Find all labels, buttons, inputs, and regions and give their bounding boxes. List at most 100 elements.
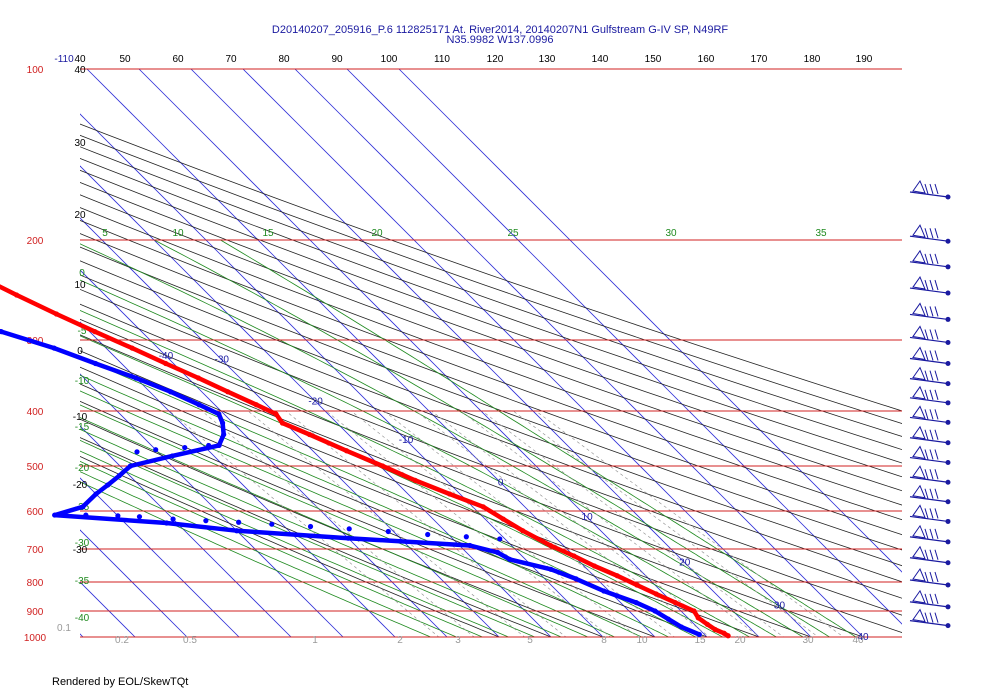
wind-barb-pennant [912,608,926,623]
wind-barb-pennant [912,302,926,317]
dewpoint-scatter-point [385,528,391,535]
wind-barb-station [945,381,951,387]
wind-barb-station [945,264,951,270]
dewpoint-scatter-point [307,523,314,530]
temperature-point [695,615,701,621]
wind-barb-staff [909,397,949,404]
mixing-ratio-label: 0.2 [115,635,129,646]
dewpoint-scatter-point [153,447,159,453]
top-axis-label: 150 [645,54,662,65]
mixing-ratio-line [512,410,819,637]
wind-barb-staff [909,235,949,242]
temperature-point [343,448,350,454]
wind-barb-station [945,419,951,425]
wind-barb-feather [924,508,929,519]
dewpoint-point [52,512,58,518]
wind-barb [909,425,951,446]
wind-barb-staff [909,378,949,385]
dewpoint-point [196,402,202,408]
wind-barb-feather [924,429,929,440]
temperature-point [712,626,718,633]
temperature-point [163,360,169,367]
theta-left-label: -30 [73,545,88,556]
top-axis-label: 180 [804,54,821,65]
pressure-label: 100 [27,65,44,76]
wind-barb-pennant [912,405,926,420]
temperature-point [129,345,135,351]
mixing-ratio-line [169,410,440,637]
theta-e-left-label: -30 [75,538,90,549]
wind-barb [909,385,951,406]
dry-adiabat-line [80,350,813,637]
dewpoint-scatter-point [203,518,209,524]
temperature-point [446,491,453,497]
theta-left-label: 10 [74,280,86,291]
theta-left-label: -10 [73,412,88,423]
wind-barb-feather [924,612,929,623]
moist-adiabat-line [80,310,751,637]
wind-barb-station [945,361,951,367]
temperature-point [520,528,526,534]
temperature-point [721,630,727,636]
temperature-point [412,477,418,483]
temperature-point [380,463,386,469]
wind-barb-pennant [912,224,926,238]
isotherm-line [80,373,344,637]
wind-barb-pennant [912,425,926,440]
isotherm-line [80,425,292,637]
wind-barb-feather [924,183,929,195]
wind-barb-feather [929,593,934,605]
wind-barb-feather [924,253,929,264]
mixing-ratio-label: 0.1 [57,623,71,634]
wind-barb-feather [929,370,934,381]
dry-adiabat-line [80,123,902,412]
dewpoint-scatter-point [136,514,143,520]
mixing-ratio-line [285,410,567,637]
temperature-point [92,329,98,335]
wind-barb-station [945,499,951,505]
wind-barb-station [945,194,951,200]
wind-barb-feather [929,571,934,583]
temperature-point [225,389,231,395]
wind-barb-pennant [912,325,926,340]
temperature-point [253,402,259,408]
dewpoint-point [51,345,57,351]
isotherm-label: -30 [215,355,230,366]
isotherm-line [80,321,396,637]
wind-barb-feather [924,571,929,583]
wind-barb-pennant [912,484,926,499]
wind-barb-pennant [912,465,926,479]
dewpoint-scatter-point [206,442,212,449]
mixing-ratio-line [350,410,639,637]
dewpoint-point [652,608,658,614]
dewpoint-scatter-point [236,519,242,525]
wind-barb-feather [929,528,934,540]
temperature-point [195,375,202,381]
wind-barb-station [945,518,951,524]
moist-adiabat-line [154,239,831,637]
wind-barb-staff [909,416,949,424]
wind-barb-station [945,238,951,244]
isotherm-line [80,113,604,637]
temperature-point [480,504,486,510]
theta-e-left-label: 0 [79,268,85,279]
theta-left-label: -20 [73,480,88,491]
mixing-ratio-line [383,410,675,637]
top-axis-label: 140 [592,54,609,65]
isotherm-label: 20 [679,558,691,569]
dewpoint-point [221,431,227,438]
wind-barb-feather [924,593,929,605]
wind-barb-feather [934,350,939,361]
isotherm-label: 40 [857,632,869,643]
dewpoint-point [164,520,170,526]
dewpoint-point [573,576,579,582]
top-axis-label: 90 [331,54,343,65]
wind-barb-pennant [912,179,926,194]
dewpoint-point [116,473,122,479]
top-axis-label: 160 [698,54,715,65]
wind-barb-station [945,582,951,588]
theta-left-label: 40 [74,65,86,76]
dewpoint-point [633,600,639,606]
top-axis-label: 60 [172,54,184,65]
wind-barb-staff [909,515,949,523]
